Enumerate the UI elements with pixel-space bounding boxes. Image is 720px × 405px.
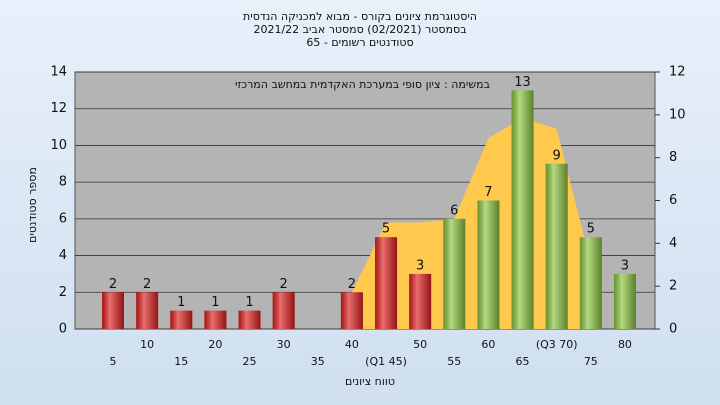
y-axis-label: מספר סטודנטים <box>26 167 39 243</box>
x-tick-label: 55 <box>447 355 461 368</box>
x-tick-label: (Q3 70) <box>536 338 578 351</box>
chart-title: היסטוגרמת ציונים בקורס - מבוא למכניקה הנ… <box>243 10 477 23</box>
x-tick-label: 20 <box>208 338 222 351</box>
value-label: 1 <box>245 295 253 310</box>
y-tick-label: 12 <box>50 101 67 116</box>
y-tick-label: 8 <box>59 175 67 190</box>
x-tick-label: 5 <box>110 355 117 368</box>
value-label: 7 <box>484 185 492 200</box>
value-label: 1 <box>211 295 219 310</box>
y-tick-label: 2 <box>59 285 67 300</box>
x-tick-label: 75 <box>584 355 598 368</box>
bar-shade <box>409 273 432 329</box>
x-tick-label: 25 <box>243 355 257 368</box>
bar-shade <box>340 292 363 329</box>
x-tick-label: (Q1 45) <box>365 355 407 368</box>
y2-tick-label: 2 <box>669 279 677 294</box>
x-tick-label: 50 <box>413 338 427 351</box>
y2-tick-label: 10 <box>669 107 686 122</box>
x-tick-label: 80 <box>618 338 632 351</box>
value-label: 3 <box>416 258 424 273</box>
y-tick-label: 0 <box>59 322 67 337</box>
chart-title: בסמסטר (02/2021) סמסטר אביב 2021/22 <box>253 23 466 36</box>
x-tick-label: 35 <box>311 355 325 368</box>
value-label: 9 <box>553 148 561 163</box>
bar-shade <box>613 273 636 329</box>
x-tick-label: 60 <box>481 338 495 351</box>
bar-shade <box>102 292 124 329</box>
bar-shade <box>238 310 261 329</box>
value-label: 6 <box>450 203 458 218</box>
y2-tick-label: 4 <box>669 236 677 251</box>
y2-tick-label: 12 <box>669 65 686 80</box>
bar-shade <box>545 163 568 329</box>
annotation: במשימה : ציון סופי במערכת האקדמית במחשב … <box>235 78 490 91</box>
chart-title: סטודנטים רשומים - 65 <box>306 36 413 49</box>
bar-shade <box>511 90 534 329</box>
x-tick-label: 10 <box>140 338 154 351</box>
bar-shade <box>136 292 159 329</box>
value-label: 3 <box>621 258 629 273</box>
bar-shade <box>272 292 295 329</box>
bar-shade <box>204 310 227 329</box>
bar-shade <box>579 237 602 329</box>
value-label: 13 <box>514 75 531 90</box>
y-tick-label: 14 <box>50 65 67 80</box>
value-label: 5 <box>382 222 390 237</box>
bar-shade <box>477 200 500 329</box>
y2-tick-label: 8 <box>669 150 677 165</box>
x-axis-label: טווח ציונים <box>345 375 395 388</box>
bar-shade <box>375 237 398 329</box>
value-label: 2 <box>109 277 117 292</box>
bar-shade <box>170 310 193 329</box>
bar-shade <box>443 218 466 329</box>
value-label: 2 <box>348 277 356 292</box>
y-tick-label: 6 <box>59 211 67 226</box>
y2-tick-label: 0 <box>669 322 677 337</box>
value-label: 1 <box>177 295 185 310</box>
x-tick-label: 30 <box>277 338 291 351</box>
value-label: 2 <box>143 277 151 292</box>
y-tick-label: 10 <box>50 138 67 153</box>
y2-tick-label: 6 <box>669 193 677 208</box>
value-label: 5 <box>587 222 595 237</box>
x-tick-label: 65 <box>516 355 530 368</box>
x-tick-label: 40 <box>345 338 359 351</box>
value-label: 2 <box>280 277 288 292</box>
x-tick-label: 15 <box>174 355 188 368</box>
y-tick-label: 4 <box>59 248 67 263</box>
